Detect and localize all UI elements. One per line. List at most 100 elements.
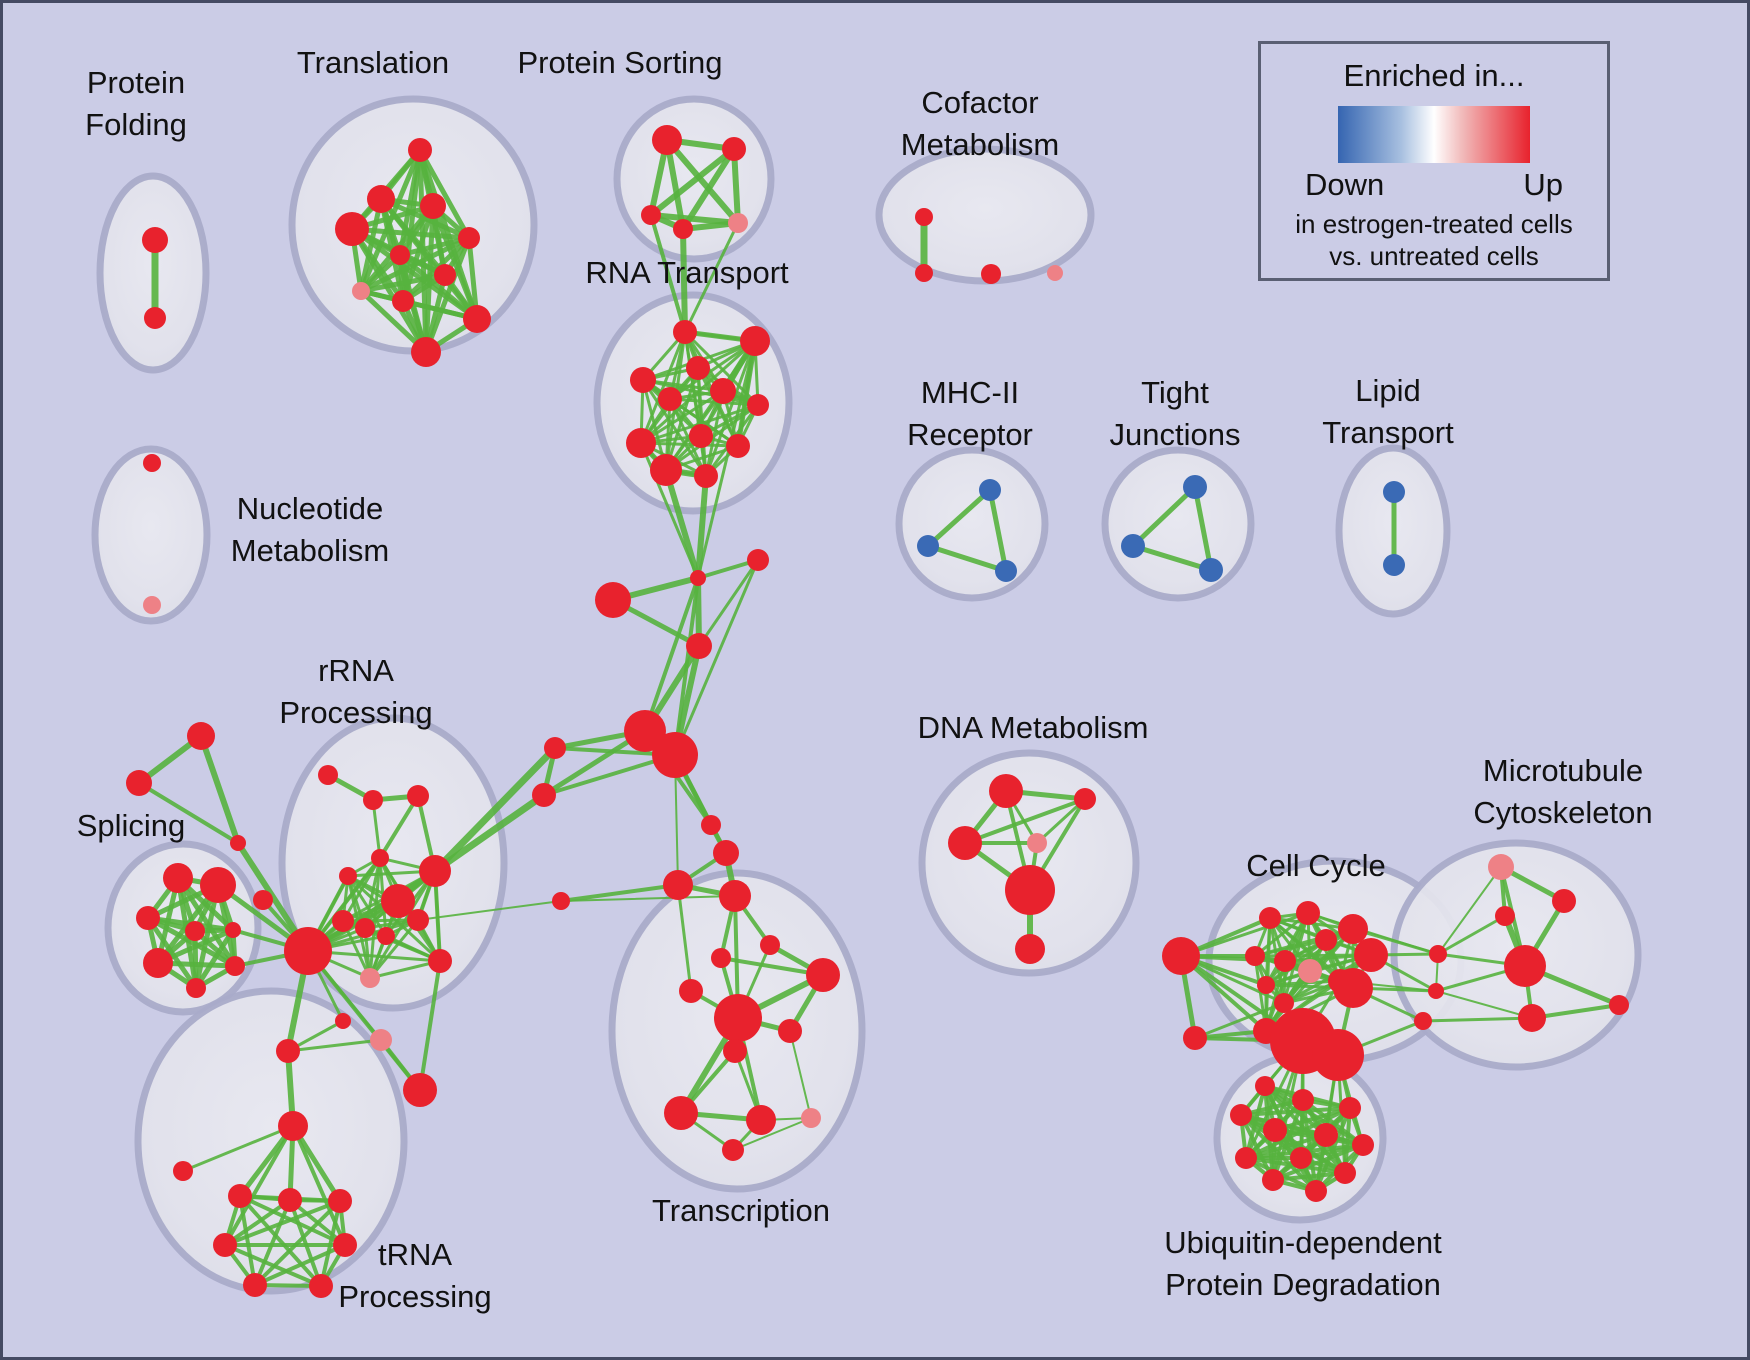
graph-node[interactable] <box>420 193 446 219</box>
graph-node[interactable] <box>624 710 666 752</box>
graph-node[interactable] <box>1274 950 1296 972</box>
graph-node[interactable] <box>1015 934 1045 964</box>
graph-node[interactable] <box>1518 1004 1546 1032</box>
graph-node[interactable] <box>276 1039 300 1063</box>
graph-node[interactable] <box>1074 788 1096 810</box>
graph-node[interactable] <box>722 1139 744 1161</box>
graph-node[interactable] <box>650 454 682 486</box>
graph-node[interactable] <box>1199 558 1223 582</box>
graph-node[interactable] <box>663 870 693 900</box>
graph-node[interactable] <box>1245 946 1265 966</box>
graph-node[interactable] <box>806 958 840 992</box>
graph-node[interactable] <box>630 367 656 393</box>
graph-node[interactable] <box>658 387 682 411</box>
graph-node[interactable] <box>652 732 698 778</box>
graph-node[interactable] <box>915 208 933 226</box>
graph-node[interactable] <box>185 921 205 941</box>
graph-node[interactable] <box>1495 906 1515 926</box>
graph-node[interactable] <box>1274 993 1294 1013</box>
graph-node[interactable] <box>186 978 206 998</box>
graph-node[interactable] <box>381 884 415 918</box>
graph-node[interactable] <box>1263 1118 1287 1142</box>
graph-node[interactable] <box>544 737 566 759</box>
graph-node[interactable] <box>278 1188 302 1212</box>
graph-node[interactable] <box>136 906 160 930</box>
graph-node[interactable] <box>1314 1123 1338 1147</box>
graph-node[interactable] <box>641 205 661 225</box>
graph-node[interactable] <box>711 948 731 968</box>
graph-node[interactable] <box>143 948 173 978</box>
graph-node[interactable] <box>278 1111 308 1141</box>
graph-node[interactable] <box>1315 929 1337 951</box>
graph-node[interactable] <box>407 785 429 807</box>
graph-node[interactable] <box>723 1039 747 1063</box>
graph-node[interactable] <box>995 560 1017 582</box>
graph-node[interactable] <box>778 1019 802 1043</box>
graph-node[interactable] <box>143 596 161 614</box>
graph-node[interactable] <box>747 394 769 416</box>
graph-node[interactable] <box>434 264 456 286</box>
graph-node[interactable] <box>370 1029 392 1051</box>
graph-node[interactable] <box>713 840 739 866</box>
graph-node[interactable] <box>989 774 1023 808</box>
graph-node[interactable] <box>1255 1076 1275 1096</box>
graph-node[interactable] <box>664 1096 698 1130</box>
graph-node[interactable] <box>126 770 152 796</box>
graph-node[interactable] <box>328 1189 352 1213</box>
graph-node[interactable] <box>686 633 712 659</box>
graph-node[interactable] <box>652 125 682 155</box>
graph-node[interactable] <box>411 337 441 367</box>
graph-node[interactable] <box>419 855 451 887</box>
graph-node[interactable] <box>1183 475 1207 499</box>
graph-node[interactable] <box>595 582 631 618</box>
graph-node[interactable] <box>1298 959 1322 983</box>
graph-node[interactable] <box>801 1108 821 1128</box>
graph-node[interactable] <box>701 815 721 835</box>
graph-node[interactable] <box>1257 976 1275 994</box>
graph-node[interactable] <box>694 464 718 488</box>
graph-node[interactable] <box>1259 907 1281 929</box>
graph-node[interactable] <box>187 722 215 750</box>
graph-node[interactable] <box>309 1274 333 1298</box>
graph-node[interactable] <box>1338 914 1368 944</box>
graph-node[interactable] <box>1290 1147 1312 1169</box>
graph-node[interactable] <box>679 979 703 1003</box>
graph-node[interactable] <box>728 213 748 233</box>
graph-node[interactable] <box>1027 833 1047 853</box>
graph-node[interactable] <box>143 454 161 472</box>
graph-node[interactable] <box>1354 938 1388 972</box>
graph-node[interactable] <box>686 356 710 380</box>
graph-node[interactable] <box>673 320 697 344</box>
graph-node[interactable] <box>1414 1012 1432 1030</box>
graph-node[interactable] <box>1305 1180 1327 1202</box>
graph-node[interactable] <box>363 790 383 810</box>
graph-node[interactable] <box>626 428 656 458</box>
graph-node[interactable] <box>407 909 429 931</box>
graph-node[interactable] <box>371 849 389 867</box>
graph-node[interactable] <box>726 434 750 458</box>
graph-node[interactable] <box>144 307 166 329</box>
graph-node[interactable] <box>1609 995 1629 1015</box>
graph-node[interactable] <box>230 835 246 851</box>
graph-node[interactable] <box>714 994 762 1042</box>
graph-node[interactable] <box>142 227 168 253</box>
graph-node[interactable] <box>408 138 432 162</box>
graph-node[interactable] <box>1333 968 1373 1008</box>
graph-node[interactable] <box>318 765 338 785</box>
graph-node[interactable] <box>1183 1026 1207 1050</box>
graph-node[interactable] <box>1121 534 1145 558</box>
graph-node[interactable] <box>1488 854 1514 880</box>
graph-node[interactable] <box>225 956 245 976</box>
graph-node[interactable] <box>339 867 357 885</box>
graph-node[interactable] <box>332 910 354 932</box>
graph-node[interactable] <box>352 282 370 300</box>
graph-node[interactable] <box>719 880 751 912</box>
graph-node[interactable] <box>213 1233 237 1257</box>
graph-node[interactable] <box>689 424 713 448</box>
graph-node[interactable] <box>1162 937 1200 975</box>
graph-node[interactable] <box>1005 865 1055 915</box>
graph-node[interactable] <box>335 212 369 246</box>
graph-node[interactable] <box>979 479 1001 501</box>
graph-node[interactable] <box>355 918 375 938</box>
graph-node[interactable] <box>463 305 491 333</box>
